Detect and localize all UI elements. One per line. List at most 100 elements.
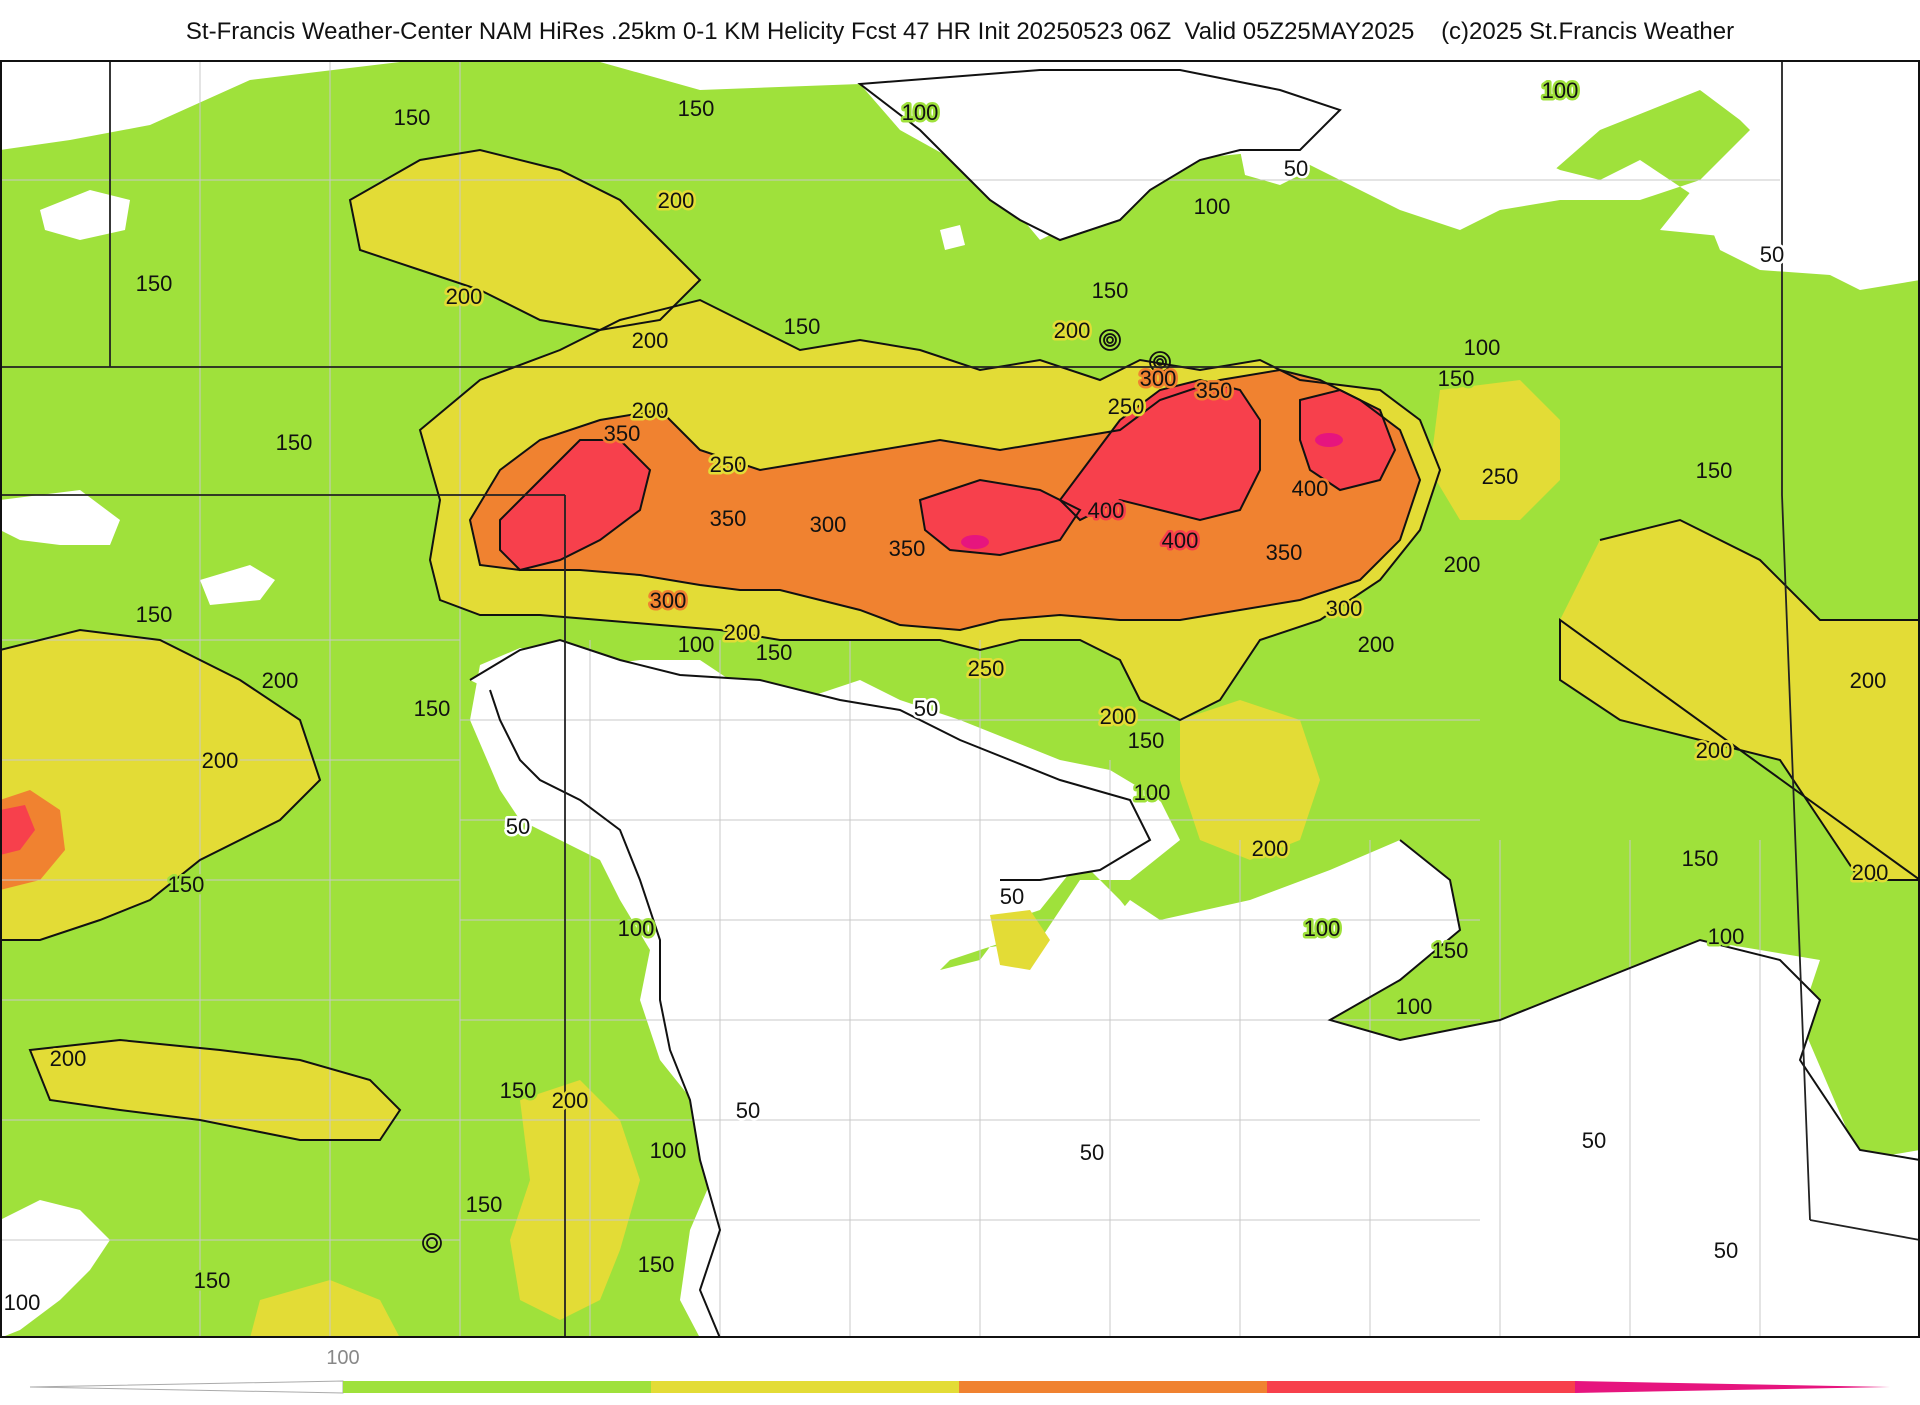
contour-label: 100 [1194,194,1231,219]
contour-label: 250 [710,452,747,477]
helicity-below-100-north [860,70,1340,240]
contour-labels: 150 150 100 100 50 50 200 150 200 200 15… [1,76,1891,1318]
helicity-200-300-region-east [1560,520,1920,880]
contour-label: 200 [632,328,669,353]
contour-label: 350 [1266,540,1303,565]
contour-label: 300 [810,512,847,537]
contour-label: 200 [1358,632,1395,657]
contour-label: 150 [136,271,173,296]
state-borders [0,60,1920,1338]
contour-label: 100 [902,100,939,125]
helicity-400-500-region-c [1060,380,1260,520]
contour-label: 150 [1432,938,1469,963]
contour-label: 300 [1140,366,1177,391]
contour-label: 250 [1482,464,1519,489]
contour-label: 200 [552,1088,589,1113]
county-lines [0,60,1780,1338]
vortex-contours [422,329,1171,1253]
helicity-200-300-region-center [1180,700,1320,860]
contour-label: 150 [414,696,451,721]
helicity-below-100-hole-1 [200,565,275,605]
contour-label: 50 [736,1098,760,1123]
helicity-500-core-b [1315,433,1343,447]
helicity-400-500-region-a [500,440,650,570]
contour-label: 300 [650,588,687,613]
contour-label: 200 [724,620,761,645]
legend-tick-label: 100 [326,1347,359,1369]
helicity-200-300-region-south [510,1080,640,1320]
contour-label: 100 [1134,780,1171,805]
contour-label: 200 [1054,318,1091,343]
contour-label: 100 [1464,335,1501,360]
contour-label: 250 [1108,394,1145,419]
contour-label: 300 [1326,596,1363,621]
contour-label: 200 [1100,704,1137,729]
contour-label: 50 [1080,1140,1104,1165]
contour-label: 50 [1582,1128,1606,1153]
helicity-200-300-region-sw [30,1040,400,1140]
contour-label: 200 [446,284,483,309]
contour-label: 400 [1088,498,1125,523]
contour-label: 200 [1852,860,1889,885]
contour-label: 50 [1760,242,1784,267]
contour-label: 150 [136,602,173,627]
contour-label: 50 [1000,884,1024,909]
helicity-below-100-region [470,640,1920,1338]
contour-label: 100 [650,1138,687,1163]
helicity-below-100-west [0,490,120,545]
helicity-400-500-region-b [920,480,1080,555]
contour-label: 150 [1682,846,1719,871]
map-title: St-Francis Weather-Center NAM HiRes .25k… [185,18,1735,45]
contour-label: 350 [1196,378,1233,403]
contour-label: 150 [276,430,313,455]
contour-label: 150 [756,640,793,665]
contour-label: 50 [506,814,530,839]
map-border [0,60,1920,1338]
helicity-200-300-region-nw [350,150,700,330]
contour-label: 100 [1304,916,1341,941]
contour-label: 200 [1696,738,1733,763]
contour-label: 150 [194,1268,231,1293]
legend-segment-100-200 [343,1381,651,1393]
contour-label: 50 [1284,156,1308,181]
helicity-500-core-a [961,535,989,549]
helicity-below-100-ne-corner [1600,60,1920,260]
contour-label: 200 [1850,668,1887,693]
contour-label: 100 [4,1290,41,1315]
contour-label: 150 [1128,728,1165,753]
contour-label: 250 [968,656,1005,681]
contour-label: 100 [1708,924,1745,949]
contour-label: 50 [914,696,938,721]
contour-label: 350 [889,536,926,561]
color-legend: 100 [0,1338,1920,1400]
helicity-map: 150 150 100 100 50 50 200 150 200 200 15… [0,60,1920,1338]
legend-segment-200-300 [651,1381,959,1393]
contour-label: 150 [1696,458,1733,483]
legend-segment-below-100 [29,1380,344,1394]
contour-label: 200 [50,1046,87,1071]
contour-label: 400 [1292,476,1329,501]
contour-label: 200 [1444,552,1481,577]
contour-lines [0,69,1920,1338]
contour-label: 150 [1438,366,1475,391]
contour-label: 200 [262,668,299,693]
contour-label: 350 [710,506,747,531]
contour-label: 150 [466,1192,503,1217]
contour-label: 150 [394,105,431,130]
helicity-below-100-sw [0,1200,110,1338]
contour-label: 150 [500,1078,537,1103]
helicity-200-300-region-west [0,630,320,940]
contour-label: 200 [202,748,239,773]
helicity-200-300-region-ne [1430,380,1560,520]
contour-label: 350 [604,421,641,446]
contour-label: 200 [632,398,669,423]
helicity-below-100-hole-2 [1240,140,1310,185]
helicity-400-500-region-d [1300,390,1395,490]
contour-label: 100 [618,916,655,941]
contour-label: 150 [784,314,821,339]
helicity-below-100-hole-4 [1840,145,1920,190]
contour-label: 150 [168,872,205,897]
contour-label: 100 [1542,78,1579,103]
helicity-below-100-hole-3 [940,225,965,250]
helicity-below-100-nw [40,190,130,240]
